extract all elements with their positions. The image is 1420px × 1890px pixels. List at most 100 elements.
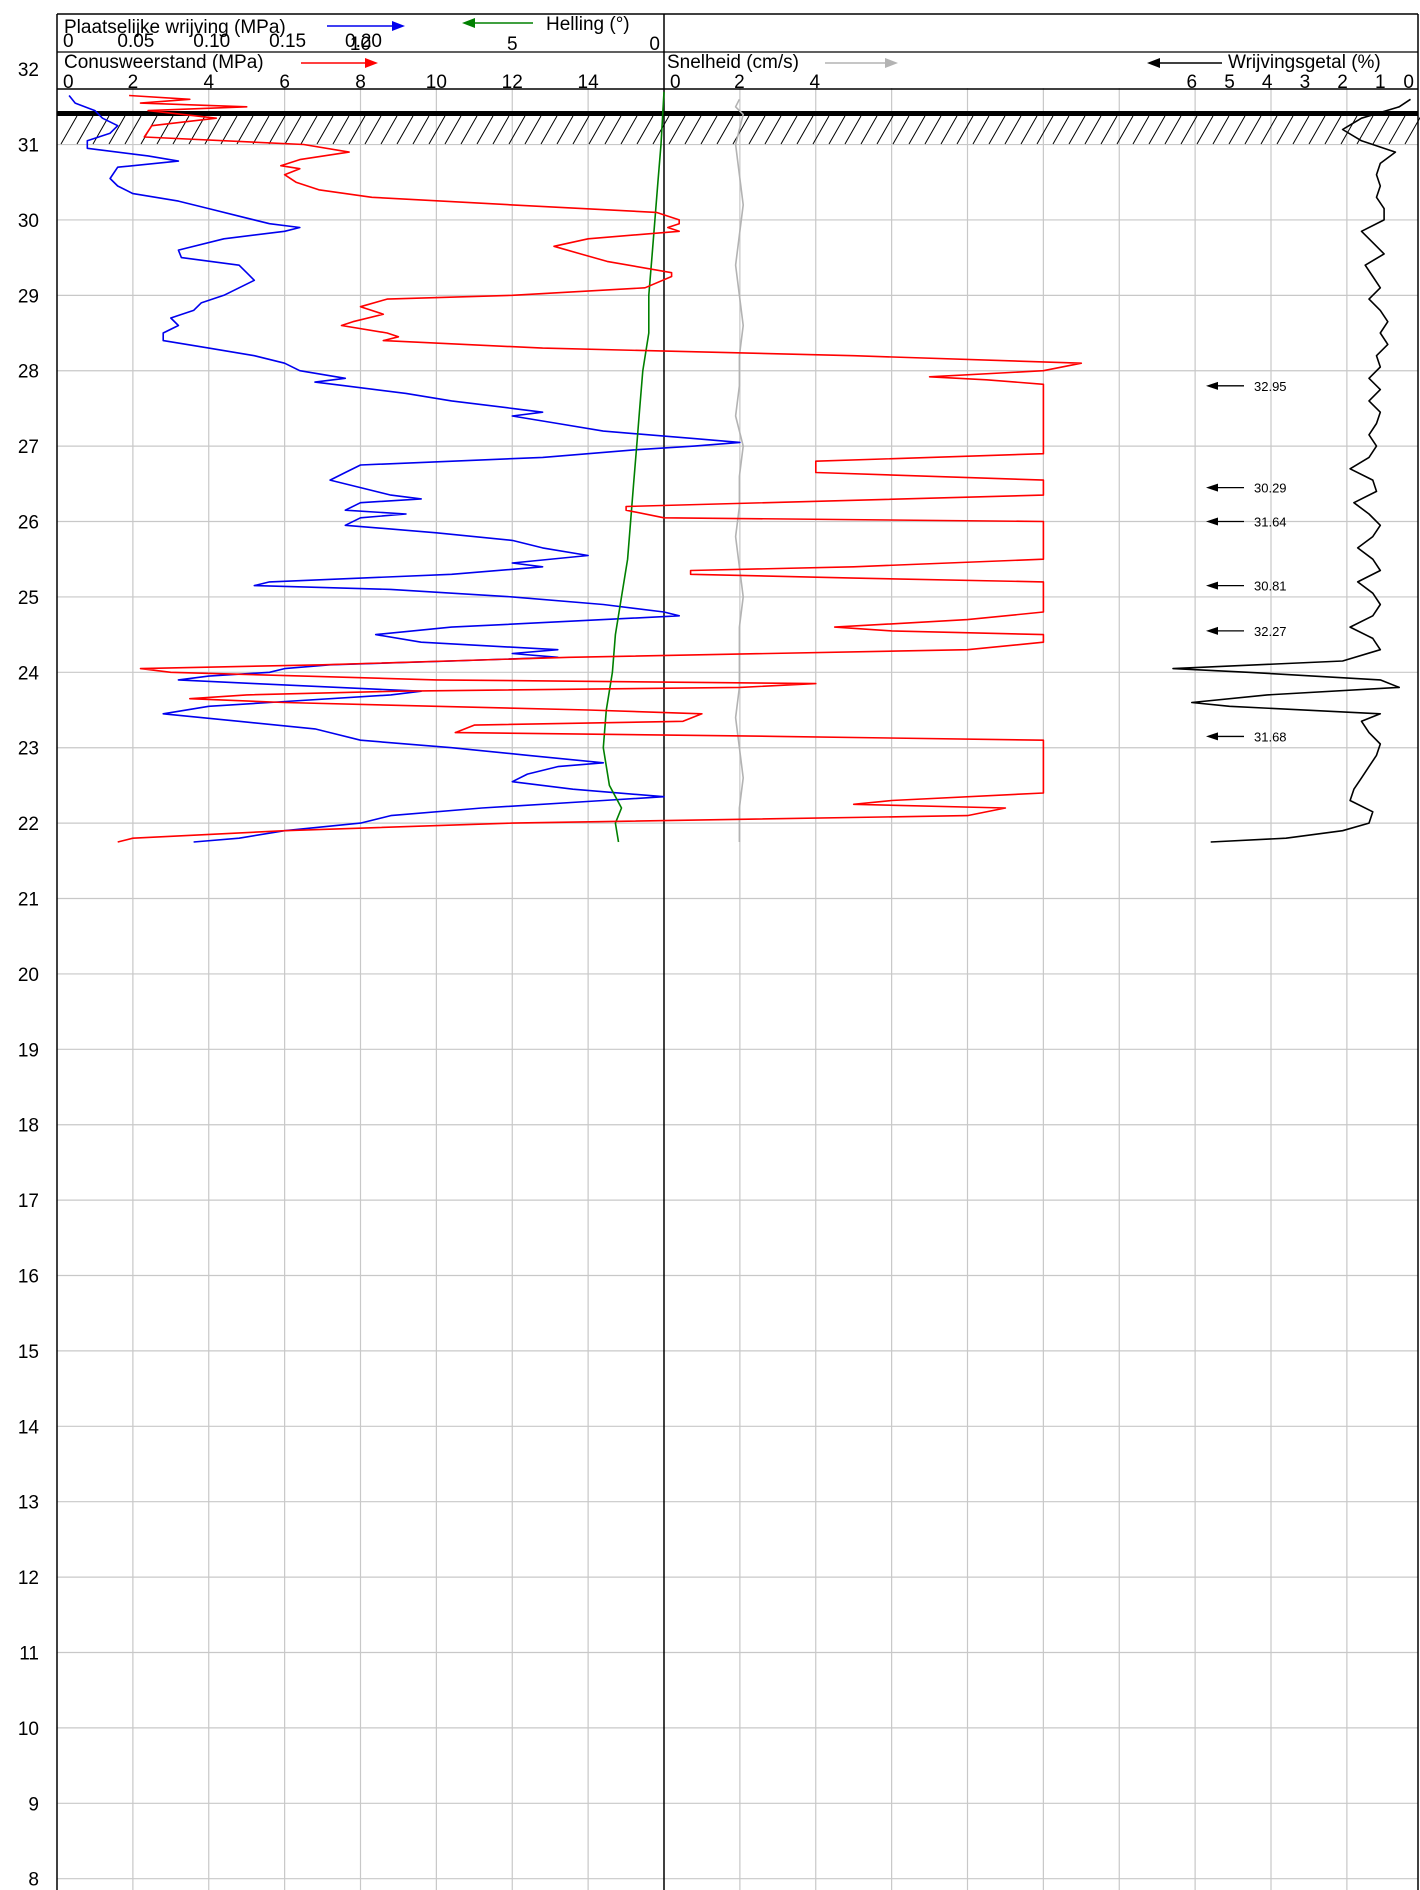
hatch-line [940, 115, 958, 145]
friction-tick-label: 0.10 [193, 31, 230, 52]
slope-tick-label: 5 [507, 34, 518, 55]
cone-tick-label: 10 [426, 72, 447, 93]
friction-axis-arrow-icon [392, 21, 405, 31]
annotation-layer: 32.95 30.29 31.64 30.81 32.27 31.68 [1206, 379, 1287, 744]
hatch-line [924, 115, 942, 145]
hatch-line [300, 115, 318, 145]
right-header: Snelheid (cm/s) Wrijvingsgetal (%) [664, 51, 1418, 73]
annotation-label: 30.29 [1254, 481, 1287, 496]
hatch-line [636, 115, 654, 145]
hatch-line [572, 115, 590, 145]
depth-tick-label: 16 [18, 1267, 39, 1288]
friction-tick-label: 0.15 [269, 31, 306, 52]
hatch-line [620, 115, 638, 145]
hatch-line [460, 115, 478, 145]
helling-line [602, 91, 665, 843]
hatch-line [956, 115, 974, 145]
depth-tick-label: 26 [18, 513, 39, 534]
friction-ratio-tick-label: 0 [1403, 72, 1414, 93]
depth-tick-label: 23 [18, 739, 39, 760]
annotation-arrow-icon [1206, 483, 1218, 492]
hatch-line [1324, 115, 1342, 145]
hatch-line [892, 115, 910, 145]
friction-tick-label: 0 [63, 31, 74, 52]
annotation-arrow-icon [1206, 626, 1218, 635]
cone-tick-label: 8 [355, 72, 366, 93]
annotation-label: 30.81 [1254, 579, 1287, 594]
hatch-line [60, 115, 78, 145]
depth-tick-label: 30 [18, 211, 39, 232]
friction-ratio-tick-label: 2 [1337, 72, 1348, 93]
hatch-line [1084, 115, 1102, 145]
hatch-line [1020, 115, 1038, 145]
speed-tick-label: 2 [734, 72, 745, 93]
depth-tick-label: 32 [18, 60, 39, 81]
hatch-line [684, 115, 702, 145]
cone-axis-arrow-icon [365, 58, 378, 68]
friction-ratio-tick-label: 1 [1375, 72, 1386, 93]
hatch-line [1004, 115, 1022, 145]
depth-tick-label: 29 [18, 286, 39, 307]
depth-tick-label: 25 [18, 588, 39, 609]
hatch-line [860, 115, 878, 145]
friction-tick-label: 0.05 [117, 31, 154, 52]
depth-tick-label: 24 [18, 663, 40, 684]
series-layer [68, 91, 1411, 843]
depth-tick-label: 18 [18, 1116, 39, 1137]
depth-tick-label: 15 [18, 1342, 39, 1363]
hatch-line [476, 115, 494, 145]
hatch-line [380, 115, 398, 145]
hatch-line [876, 115, 894, 145]
friction-axis-title: Plaatselijke wrijving (MPa) [64, 17, 286, 38]
hatch-line [700, 115, 718, 145]
cone-axis-title: Conusweerstand (MPa) [64, 52, 264, 73]
left-header: Plaatselijke wrijving (MPa) Helling (°) … [57, 14, 664, 73]
hatch-line [604, 115, 622, 145]
ground-level-hatching [57, 111, 1420, 145]
hatch-line [1292, 115, 1310, 145]
hatch-line [1228, 115, 1246, 145]
hatch-line [364, 115, 382, 145]
hatch-line [988, 115, 1006, 145]
chart-frame [56, 13, 1419, 1890]
hatch-line [652, 115, 670, 145]
hatch-line [972, 115, 990, 145]
annotation-arrow-icon [1206, 732, 1218, 741]
hatch-line [124, 115, 142, 145]
friction-ratio-tick-label: 6 [1187, 72, 1198, 93]
friction-tick-label: 0.20 [345, 31, 382, 52]
friction-ratio-tick-label: 5 [1224, 72, 1235, 93]
cone-tick-label: 12 [502, 72, 523, 93]
cone-tick-label: 4 [203, 72, 214, 93]
hatch-line [284, 115, 302, 145]
hatch-line [268, 115, 286, 145]
hatch-line [1372, 115, 1390, 145]
annotation-label: 31.64 [1254, 515, 1287, 530]
annotation-arrow-icon [1206, 381, 1218, 390]
hatch-line [1180, 115, 1198, 145]
hatch-line [1132, 115, 1150, 145]
hatch-line [828, 115, 846, 145]
hatch-line [108, 115, 126, 145]
ground-level-bar [57, 111, 1418, 116]
depth-tick-label: 13 [18, 1493, 39, 1514]
friction-ratio-tick-label: 3 [1300, 72, 1311, 93]
hatch-line [780, 115, 798, 145]
slope-axis-title: Helling (°) [546, 14, 630, 35]
depth-tick-label: 31 [18, 136, 39, 157]
hatch-line [796, 115, 814, 145]
hatch-line [908, 115, 926, 145]
hatch-line [540, 115, 558, 145]
hatch-line [332, 115, 350, 145]
hatch-line [1100, 115, 1118, 145]
hatch-line [812, 115, 830, 145]
annotation-arrow-icon [1206, 581, 1218, 590]
depth-tick-label: 19 [18, 1040, 39, 1061]
hatch-line [1116, 115, 1134, 145]
grid [57, 88, 1418, 1890]
hatch-line [508, 115, 526, 145]
hatch-line [732, 115, 750, 145]
wrijvingsgetal-line [1172, 98, 1411, 843]
hatch-line [1036, 115, 1054, 145]
